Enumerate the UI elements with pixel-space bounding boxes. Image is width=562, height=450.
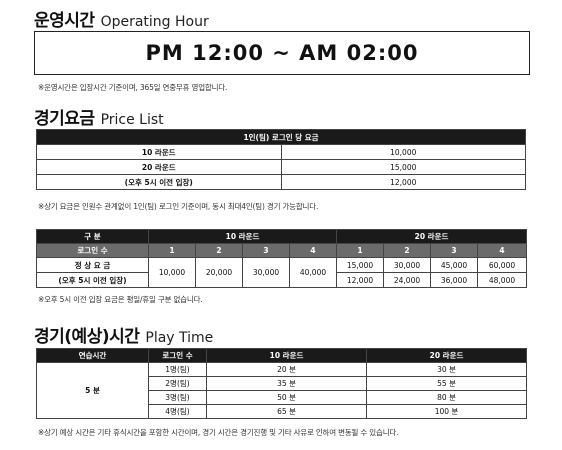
twenty-round-price-before5: 12,000 xyxy=(336,272,384,288)
login-count: 1 xyxy=(148,243,196,258)
practice-time: 5 분 xyxy=(36,362,149,419)
price-heading: 경기요금 Price List xyxy=(34,104,164,129)
rounds-table: 구 분 10 라운드 20 라운드 로그인 수 1 2 3 4 1 2 3 4 … xyxy=(36,229,527,288)
play-login: 2명(팀) xyxy=(148,376,207,391)
play-col-practice: 연습시간 xyxy=(36,348,149,363)
operating-note: ※운영시간은 입장시간 기준이며, 365일 연중무휴 영업합니다. xyxy=(38,83,228,92)
play-login: 3명(팀) xyxy=(148,390,207,405)
play-time-20: 30 분 xyxy=(366,362,527,377)
price-note: ※상기 요금은 인원수 관계없이 1인(팀) 로그인 기준이며, 동시 최대4인… xyxy=(38,202,319,211)
operating-hours-box: PM 12:00 ~ AM 02:00 xyxy=(34,31,530,75)
play-login: 1명(팀) xyxy=(148,362,207,377)
price-row-label: 10 라운드 xyxy=(36,144,282,160)
twenty-round-price: 30,000 xyxy=(383,257,431,273)
price-row-value: 15,000 xyxy=(280,159,526,175)
twenty-round-price: 15,000 xyxy=(336,257,384,273)
price-row-label: 20 라운드 xyxy=(36,159,282,175)
regular-price-label: 정 상 요 금 xyxy=(36,257,149,273)
table-row: 5 분 1명(팀) 20 분 30 분 xyxy=(36,362,527,419)
twenty-round-price-before5: 36,000 xyxy=(430,272,478,288)
play-time-10: 65 분 xyxy=(206,404,367,419)
play-col-10: 10 라운드 xyxy=(206,348,367,363)
price-title-en: Price List xyxy=(100,112,164,128)
play-col-20: 20 라운드 xyxy=(366,348,527,363)
play-time-20: 100 분 xyxy=(366,404,527,419)
ten-round-price: 20,000 xyxy=(195,257,243,288)
login-count: 3 xyxy=(242,243,290,258)
login-count: 4 xyxy=(477,243,527,258)
login-count: 1 xyxy=(336,243,384,258)
price-table-header: 1인(팀) 로그인 당 요금 xyxy=(36,129,526,145)
login-count: 2 xyxy=(195,243,243,258)
table-row: 3명(팀) 50 분 80 분 xyxy=(37,390,527,405)
table-row: 정 상 요 금 10,000 20,000 30,000 40,000 15,0… xyxy=(36,257,527,288)
play-title-en: Play Time xyxy=(145,330,214,346)
play-login: 4명(팀) xyxy=(148,404,207,419)
table-row: 4명(팀) 65 분 100 분 xyxy=(37,404,527,419)
operating-hours: PM 12:00 ~ AM 02:00 xyxy=(145,41,419,65)
play-time-10: 35 분 xyxy=(206,376,367,391)
play-table: 연습시간 로그인 수 10 라운드 20 라운드 5 분 1명(팀) 20 분 … xyxy=(36,348,527,419)
play-time-10: 20 분 xyxy=(206,362,367,377)
login-count: 2 xyxy=(383,243,431,258)
rounds-note: ※오후 5시 이전 입장 요금은 평일/휴일 구분 없습니다. xyxy=(38,295,203,304)
table-row: 20 라운드 15,000 xyxy=(36,159,526,175)
play-title-ko: 경기(예상)시간 xyxy=(34,327,140,347)
play-time-10: 50 분 xyxy=(206,390,367,405)
login-count-label: 로그인 수 xyxy=(36,243,149,258)
operating-title-en: Operating Hour xyxy=(100,14,209,30)
login-count: 4 xyxy=(289,243,337,258)
table-row: 10 라운드 10,000 xyxy=(36,144,526,160)
price-row-value: 10,000 xyxy=(280,144,526,160)
operating-heading: 운영시간 Operating Hour xyxy=(34,6,209,31)
operating-title-ko: 운영시간 xyxy=(34,11,95,31)
play-heading: 경기(예상)시간 Play Time xyxy=(34,322,213,347)
rounds-col-div: 구 분 xyxy=(36,229,149,244)
table-row: (오후 5시 이전 입장) 12,000 24,000 36,000 48,00… xyxy=(36,272,527,288)
twenty-round-price: 60,000 xyxy=(477,257,527,273)
price-row-label: (오후 5시 이전 입장) xyxy=(36,174,282,190)
table-row: (오후 5시 이전 입장) 12,000 xyxy=(36,174,526,190)
play-col-login: 로그인 수 xyxy=(148,348,207,363)
play-time-20: 80 분 xyxy=(366,390,527,405)
ten-round-price: 40,000 xyxy=(289,257,337,288)
before5-price-label: (오후 5시 이전 입장) xyxy=(36,272,149,288)
twenty-round-price: 45,000 xyxy=(430,257,478,273)
ten-round-price: 30,000 xyxy=(242,257,290,288)
twenty-round-price-before5: 24,000 xyxy=(383,272,431,288)
play-note: ※상기 예상 시간은 기타 휴식시간을 포함한 시간이며, 경기 시간은 경기진… xyxy=(38,428,399,437)
login-count: 3 xyxy=(430,243,478,258)
ten-round-price: 10,000 xyxy=(148,257,196,288)
rounds-col-20: 20 라운드 xyxy=(336,229,527,244)
twenty-round-price-before5: 48,000 xyxy=(477,272,527,288)
play-time-20: 55 분 xyxy=(366,376,527,391)
price-title-ko: 경기요금 xyxy=(34,109,95,129)
price-row-value: 12,000 xyxy=(280,174,526,190)
price-table: 1인(팀) 로그인 당 요금 10 라운드 10,000 20 라운드 15,0… xyxy=(36,129,526,190)
rounds-col-10: 10 라운드 xyxy=(148,229,337,244)
